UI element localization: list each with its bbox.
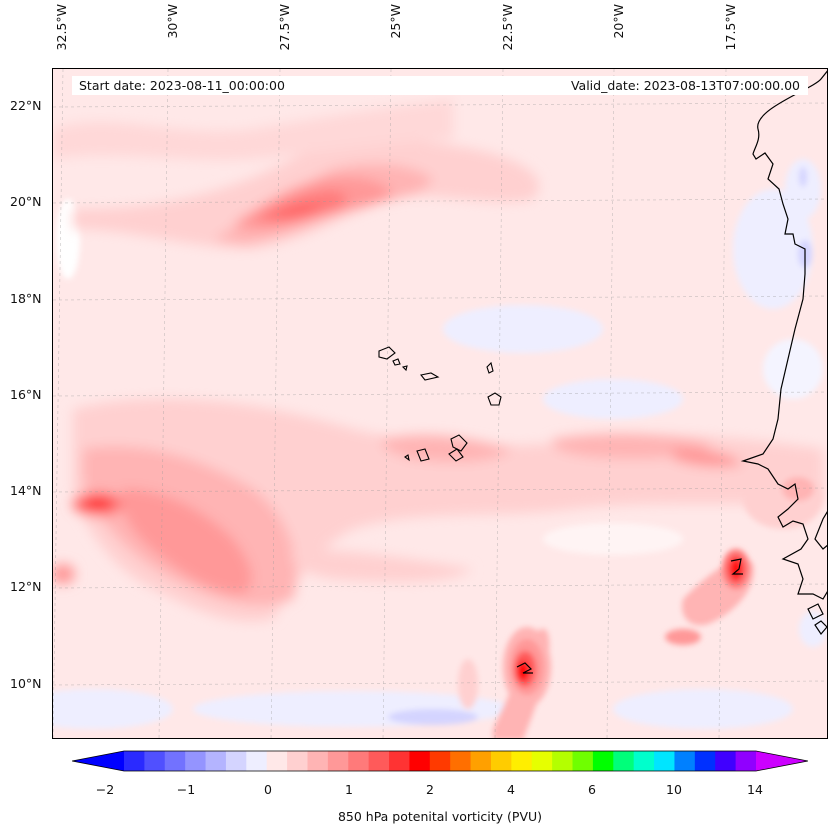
pv-field — [53, 69, 827, 738]
valid-date-label: Valid_date: 2023-08-13T07:00:00.00 — [570, 78, 800, 93]
colorbar-segment — [246, 751, 268, 771]
pv-contour-markers — [516, 558, 743, 674]
colorbar-segment — [674, 751, 696, 771]
colorbar-segment — [694, 751, 716, 771]
colorbar-segment — [368, 751, 390, 771]
colorbar-label: 850 hPa potenital vorticity (PVU) — [337, 809, 543, 824]
colorbar-segment — [307, 751, 329, 771]
lon-label-30w: 30°W — [165, 4, 180, 39]
colorbar-outline — [72, 750, 808, 772]
lon-label-25w: 25°W — [388, 4, 403, 39]
lon-label-27-5w: 27.5°W — [277, 4, 292, 51]
start-date-label: Start date: 2023-08-11_00:00:00 — [79, 78, 285, 93]
lat-label-14n: 14°N — [10, 483, 42, 498]
colorbar-segment — [164, 751, 186, 771]
colorbar-segment — [633, 751, 655, 771]
colorbar-segment — [327, 751, 349, 771]
lat-label-20n: 20°N — [10, 194, 42, 209]
colorbar-segment — [654, 751, 675, 771]
colorbar-tick-label: 1 — [345, 782, 353, 797]
cape-verde-islands — [378, 346, 502, 462]
colorbar-segment — [450, 751, 472, 771]
colorbar-segment — [613, 751, 635, 771]
colorbar-segment — [124, 751, 145, 771]
east-pv-features — [665, 469, 823, 645]
colorbar-tick-label: 6 — [588, 782, 596, 797]
southern-pv-maximum — [458, 627, 551, 738]
colorbar-segment — [266, 751, 288, 771]
lat-label-22n: 22°N — [10, 98, 42, 113]
colorbar-segment — [470, 751, 492, 771]
colorbar-segment — [389, 751, 410, 771]
lon-label-17-5w: 17.5°W — [723, 4, 738, 51]
colorbar-tick-label: 0 — [264, 782, 272, 797]
colorbar-segment — [287, 751, 308, 771]
colorbar-segment — [429, 751, 451, 771]
colorbar-segment — [225, 751, 247, 771]
colorbar-tick-label: 10 — [666, 782, 682, 797]
map-area[interactable] — [52, 68, 828, 739]
graticule — [53, 69, 827, 738]
colorbar-tick-label: 4 — [507, 782, 515, 797]
coastline-west-africa — [740, 70, 827, 635]
colorbar-extend-max — [756, 751, 808, 771]
colorbar-segment — [735, 751, 757, 771]
colorbar-segment — [715, 751, 737, 771]
lon-label-22-5w: 22.5°W — [500, 4, 515, 51]
lat-label-18n: 18°N — [10, 291, 42, 306]
lat-label-10n: 10°N — [10, 676, 42, 691]
colorbar-segment — [409, 751, 431, 771]
lon-label-20w: 20°W — [611, 4, 626, 39]
colorbar-segment — [144, 751, 166, 771]
colorbar — [72, 750, 808, 772]
colorbar-tick-label: 2 — [426, 782, 434, 797]
colorbar-segment — [531, 751, 553, 771]
sw-pv-band — [53, 398, 823, 622]
colorbar-segment — [592, 751, 614, 771]
colorbar-segment — [572, 751, 594, 771]
colorbar-segment — [511, 751, 533, 771]
colorbar-segment — [552, 751, 574, 771]
colorbar-segment — [348, 751, 370, 771]
colorbar-segment — [490, 751, 512, 771]
colorbar-extend-min — [72, 751, 124, 771]
colorbar-tick-label: −1 — [176, 782, 196, 797]
lat-label-12n: 12°N — [10, 579, 42, 594]
colorbar-tick-label: 14 — [747, 782, 763, 797]
nw-pv-band — [53, 99, 540, 249]
colorbar-segment — [205, 751, 227, 771]
date-header-box — [72, 76, 808, 95]
colorbar-segment — [185, 751, 207, 771]
lon-label-32-5w: 32.5°W — [54, 4, 69, 51]
lat-label-16n: 16°N — [10, 387, 42, 402]
colorbar-tick-label: −2 — [95, 782, 115, 797]
